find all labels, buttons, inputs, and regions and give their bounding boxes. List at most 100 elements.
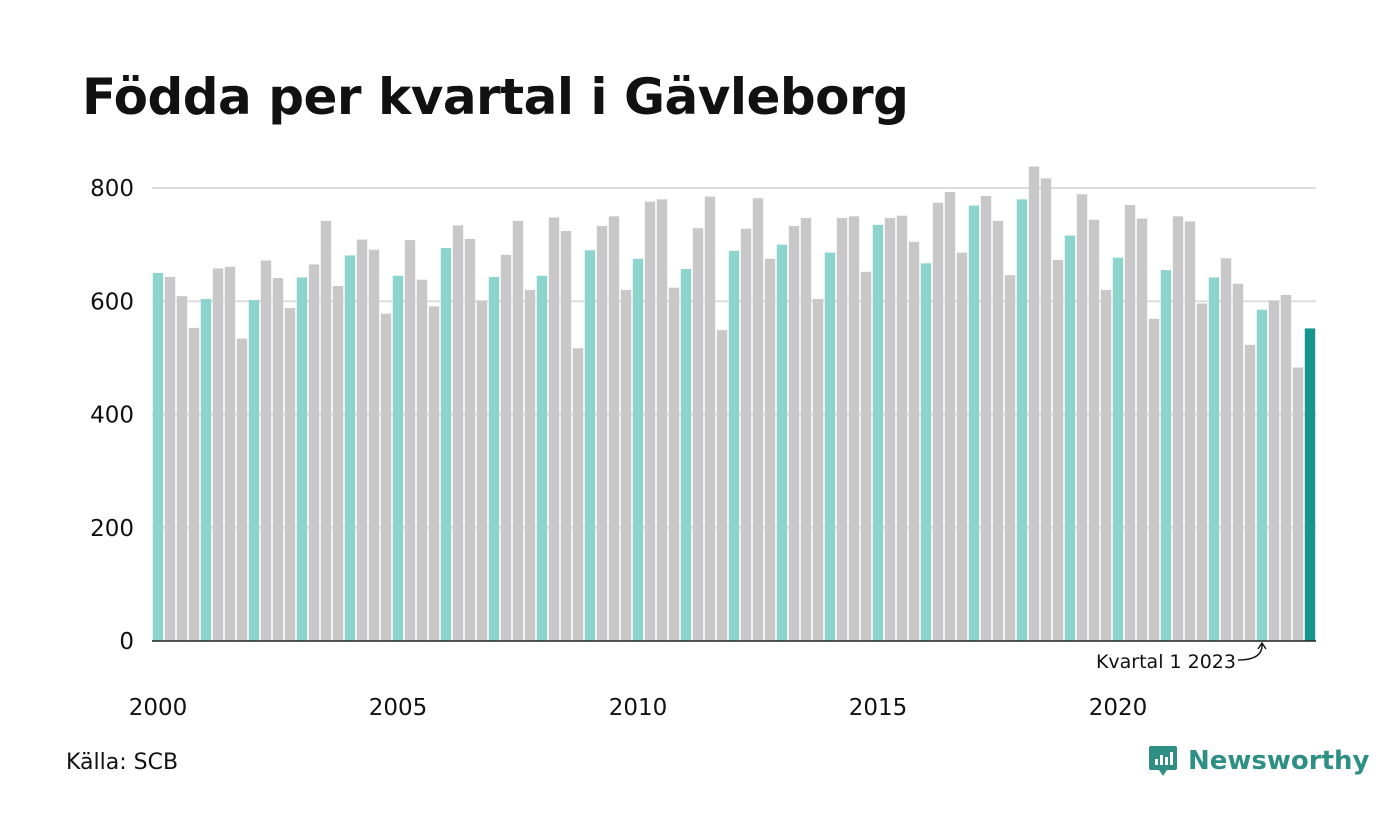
- bar: [692, 228, 704, 642]
- bar: [404, 240, 416, 641]
- bar: [668, 287, 680, 641]
- bar: [296, 277, 308, 641]
- bar: [992, 220, 1004, 641]
- bar: [620, 289, 632, 641]
- chart-title: Födda per kvartal i Gävleborg: [82, 68, 909, 126]
- bar: [476, 300, 488, 641]
- bar: [572, 348, 584, 641]
- bar: [164, 276, 176, 641]
- bar: [1232, 283, 1244, 641]
- bar: [1028, 166, 1040, 642]
- bar: [308, 264, 320, 641]
- bar: [860, 271, 872, 641]
- annotation-arrow: [1237, 641, 1267, 661]
- brand-name: Newsworthy: [1188, 746, 1370, 776]
- bar: [1016, 199, 1028, 641]
- bars: [152, 166, 1316, 642]
- bar: [920, 263, 932, 641]
- bar: [896, 215, 908, 641]
- bar: [908, 241, 920, 641]
- x-tick-label: 2010: [609, 695, 668, 721]
- x-tick-label: 2000: [129, 695, 188, 721]
- annotation-label: Kvartal 1 2023: [1096, 651, 1236, 673]
- bar: [212, 268, 224, 641]
- bar: [1052, 259, 1064, 641]
- bar: [968, 205, 980, 641]
- bar: [356, 239, 368, 641]
- bar: [152, 272, 164, 641]
- bar: [824, 252, 836, 642]
- bar: [260, 260, 272, 641]
- bar: [500, 254, 512, 641]
- y-tick-label: 200: [90, 516, 134, 542]
- bar: [1136, 218, 1148, 641]
- bar: [344, 255, 356, 642]
- bar: [200, 298, 212, 641]
- bar: [1148, 318, 1160, 641]
- bar: [560, 231, 572, 641]
- bar: [1160, 270, 1172, 641]
- bar: [1172, 216, 1184, 641]
- bar: [1184, 221, 1196, 641]
- bar: [872, 224, 884, 641]
- bar: [1064, 235, 1076, 641]
- bar: [176, 296, 188, 641]
- bar: [680, 268, 692, 641]
- bar: [1208, 277, 1220, 641]
- bar: [536, 275, 548, 641]
- x-tick-label: 2005: [369, 695, 428, 721]
- bar: [416, 279, 428, 641]
- bar: [584, 250, 596, 641]
- bar: [1256, 309, 1268, 641]
- bar: [848, 216, 860, 641]
- y-tick-label: 800: [90, 176, 134, 202]
- bar: [380, 313, 392, 641]
- bar: [248, 300, 260, 641]
- bar: [608, 216, 620, 641]
- x-axis-ticks: 2000 2005 2010 2015 2020: [129, 695, 1148, 721]
- bar: [1124, 204, 1136, 642]
- bar: [644, 201, 656, 641]
- source-note: Källa: SCB: [66, 750, 179, 775]
- annotation: Kvartal 1 2023: [1096, 641, 1267, 673]
- x-tick-label: 2020: [1089, 695, 1148, 721]
- bar: [932, 202, 944, 641]
- bar: [836, 218, 848, 642]
- bar: [632, 258, 644, 641]
- bar: [1040, 178, 1052, 641]
- bar: [320, 220, 332, 641]
- bar: [596, 225, 608, 641]
- bar: [800, 218, 812, 642]
- bar: [788, 225, 800, 641]
- bar: [812, 298, 824, 641]
- bar: [284, 308, 296, 641]
- bar: [524, 289, 536, 641]
- bar: [956, 252, 968, 642]
- bar: [188, 327, 200, 641]
- x-tick-label: 2015: [849, 695, 908, 721]
- bar: [224, 266, 236, 641]
- bar: [1220, 258, 1232, 641]
- bar: [428, 306, 440, 641]
- bar: [236, 338, 248, 641]
- bar: [1304, 328, 1316, 641]
- bar: [1292, 367, 1304, 641]
- bar: [1004, 275, 1016, 641]
- bar: [764, 258, 776, 641]
- y-tick-label: 400: [90, 403, 134, 429]
- bar: [752, 198, 764, 641]
- y-tick-label: 600: [90, 289, 134, 315]
- bar: [884, 218, 896, 642]
- bar: [1088, 219, 1100, 641]
- y-tick-label: 0: [119, 629, 134, 655]
- bar: [1268, 300, 1280, 641]
- bar: [368, 249, 380, 641]
- bar-chart-bubble-icon: [1149, 746, 1177, 776]
- bar: [716, 330, 728, 641]
- bar: [332, 285, 344, 641]
- bar: [1100, 289, 1112, 641]
- bar: [944, 191, 956, 641]
- bar: [488, 276, 500, 641]
- bar: [980, 195, 992, 642]
